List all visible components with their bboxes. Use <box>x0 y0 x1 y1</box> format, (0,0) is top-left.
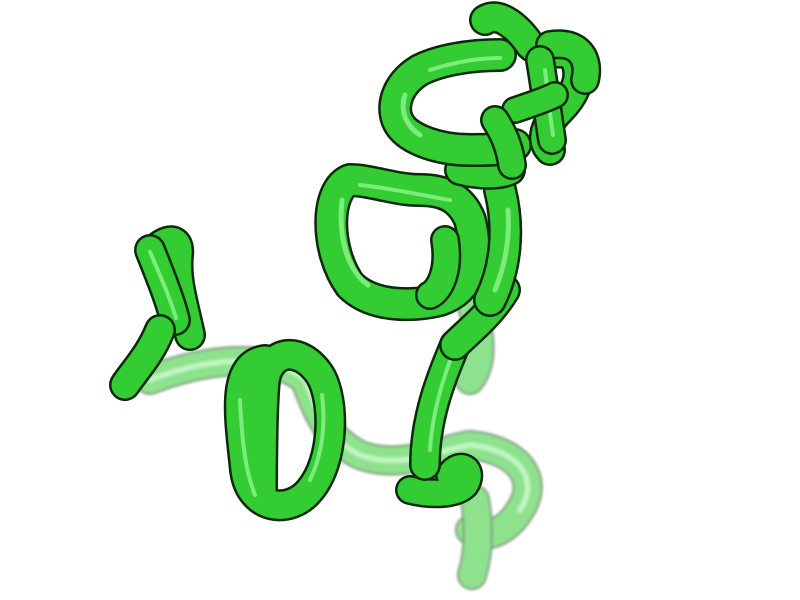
backbone-near <box>109 1 602 522</box>
